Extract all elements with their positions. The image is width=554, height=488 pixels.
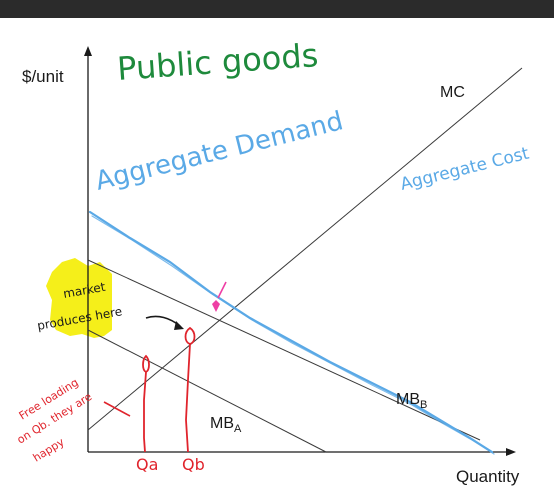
aggregate-demand-curve-retrace (91, 215, 495, 455)
x-axis-label: Quantity (456, 467, 520, 486)
mc-label: MC (440, 84, 465, 101)
y-axis-label: $/unit (22, 67, 64, 86)
aggregate-demand-curve (88, 210, 494, 454)
mc-line (87, 67, 523, 431)
mb-a-label: MBA (210, 415, 242, 435)
mb-b-label-base: MB (396, 391, 420, 408)
pink-tick (217, 281, 227, 299)
mb-a-label-base: MB (210, 415, 234, 432)
x-axis-arrowhead (506, 448, 516, 456)
qa-label: Qa (136, 455, 158, 474)
qb-label: Qb (182, 455, 205, 474)
yellow-highlight (46, 258, 112, 338)
mb-a-line (87, 329, 327, 453)
paper (0, 18, 554, 488)
mb-b-label: MBB (396, 391, 427, 411)
mb-b-label-sub: B (420, 399, 427, 411)
y-axis-arrowhead (84, 46, 92, 56)
qb-marker (184, 326, 196, 453)
mb-a-label-sub: A (234, 423, 242, 435)
pink-intersection-marker (212, 300, 220, 312)
market-arrowhead (174, 321, 184, 330)
free-loading-underline (103, 401, 131, 417)
qa-marker (142, 354, 150, 453)
mb-b-line (87, 259, 481, 441)
